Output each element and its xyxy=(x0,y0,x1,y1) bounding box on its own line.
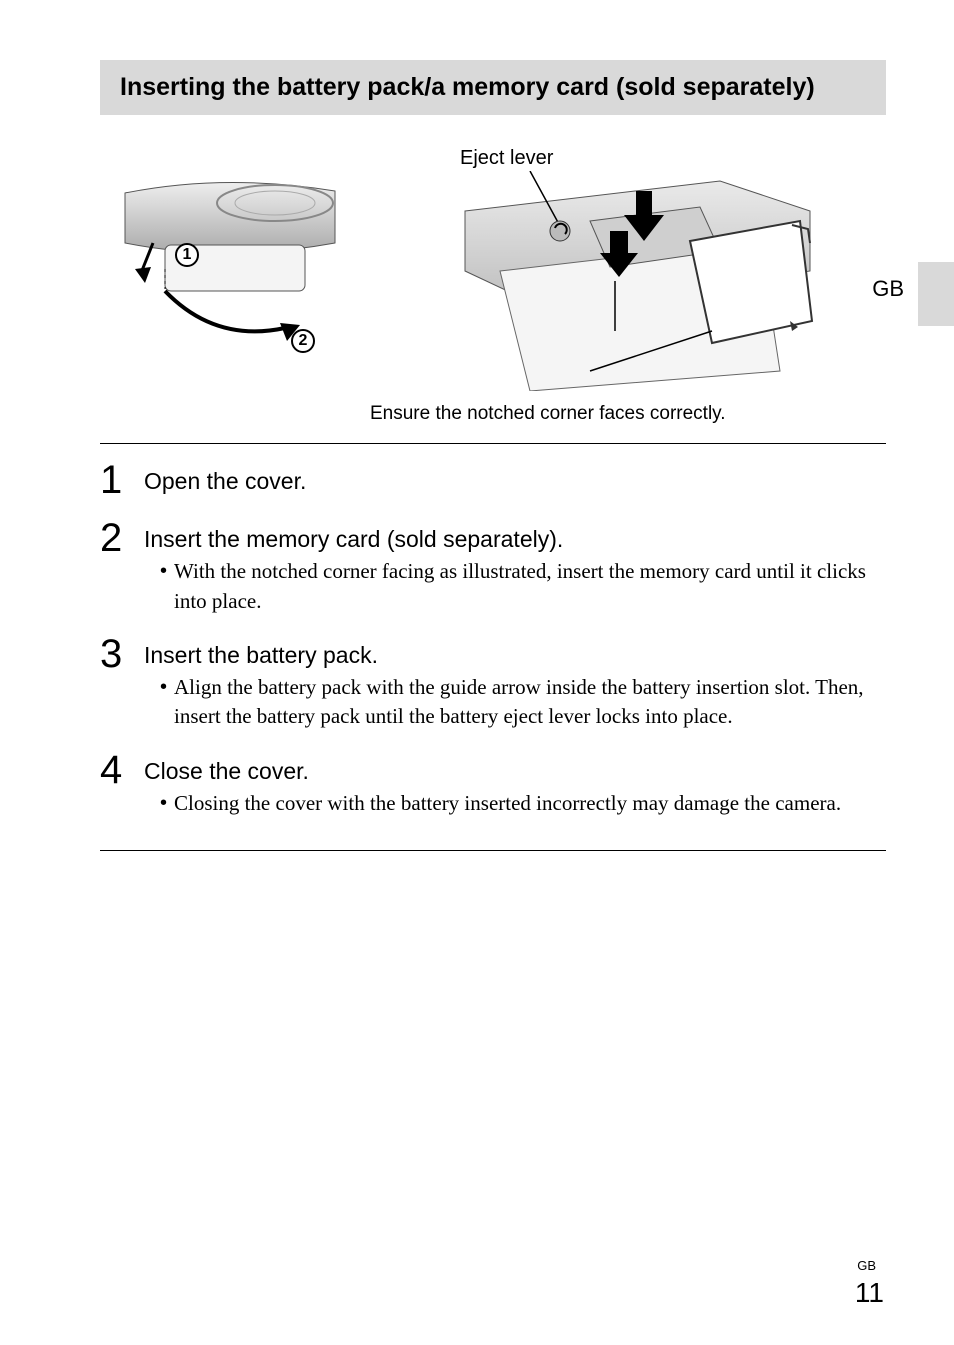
step-number: 2 xyxy=(100,518,144,558)
footer-page-number: 11 xyxy=(855,1277,884,1309)
bullet-text: With the notched corner facing as illust… xyxy=(174,557,886,616)
figure-area: Eject lever xyxy=(100,143,886,433)
figure-right xyxy=(460,171,830,396)
camera-cover-illustration xyxy=(105,173,355,363)
bullet-item: • Align the battery pack with the guide … xyxy=(144,673,886,732)
bullet-text: Align the battery pack with the guide ar… xyxy=(174,673,886,732)
step-2: 2 Insert the memory card (sold separatel… xyxy=(100,518,886,616)
step-body: Close the cover. • Closing the cover wit… xyxy=(144,750,886,818)
battery-card-illustration xyxy=(460,171,830,391)
step-body: Insert the memory card (sold separately)… xyxy=(144,518,886,616)
bullet-dot-icon: • xyxy=(160,789,174,817)
section-heading: Inserting the battery pack/a memory card… xyxy=(120,72,866,103)
bullet-item: • With the notched corner facing as illu… xyxy=(144,557,886,616)
bullet-dot-icon: • xyxy=(160,673,174,701)
step-number: 3 xyxy=(100,634,144,674)
figure-left: 1 2 xyxy=(105,173,355,368)
bullet-dot-icon: • xyxy=(160,557,174,585)
eject-lever-label: Eject lever xyxy=(460,147,553,170)
step-number: 1 xyxy=(100,460,144,500)
step-3: 3 Insert the battery pack. • Align the b… xyxy=(100,634,886,732)
step-1: 1 Open the cover. xyxy=(100,460,886,500)
footer-lang: GB xyxy=(857,1258,876,1273)
side-tab xyxy=(918,262,954,326)
step-title: Insert the memory card (sold separately)… xyxy=(144,526,886,553)
section-heading-bar: Inserting the battery pack/a memory card… xyxy=(100,60,886,115)
step-body: Insert the battery pack. • Align the bat… xyxy=(144,634,886,732)
steps-list: 1 Open the cover. 2 Insert the memory ca… xyxy=(100,443,886,851)
step-title: Open the cover. xyxy=(144,468,886,495)
bullet-item: • Closing the cover with the battery ins… xyxy=(144,789,886,818)
step-4: 4 Close the cover. • Closing the cover w… xyxy=(100,750,886,818)
notched-corner-caption: Ensure the notched corner faces correctl… xyxy=(370,403,726,425)
step-number: 4 xyxy=(100,750,144,790)
step-title: Insert the battery pack. xyxy=(144,642,886,669)
bullet-text: Closing the cover with the battery inser… xyxy=(174,789,841,818)
step-body: Open the cover. xyxy=(144,460,886,499)
step-title: Close the cover. xyxy=(144,758,886,785)
page: Inserting the battery pack/a memory card… xyxy=(0,0,954,1345)
